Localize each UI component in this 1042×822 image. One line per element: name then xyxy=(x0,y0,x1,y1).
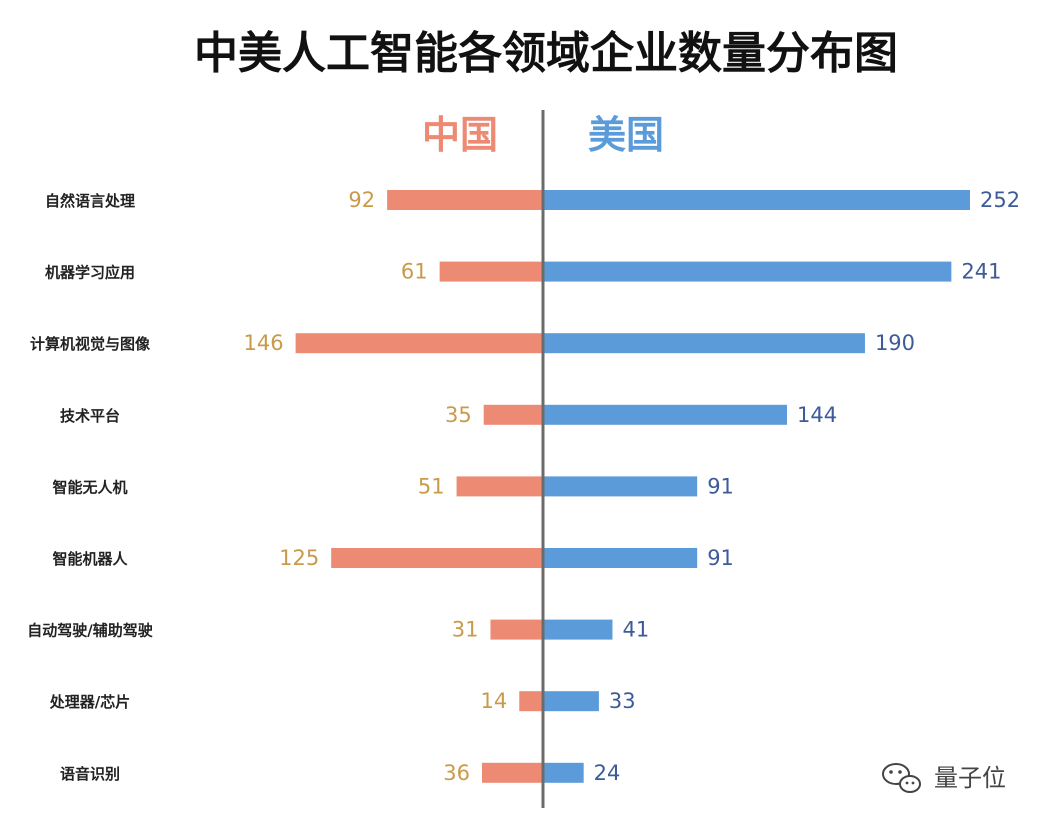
value-label-us: 24 xyxy=(594,761,621,785)
bars-group: 自然语言处理 92 252 机器学习应用 61 241 计算机视觉与图像 146 190 技术平台… xyxy=(27,188,1020,785)
bar-us xyxy=(543,190,970,210)
category-label: 处理器/芯片 xyxy=(49,693,130,711)
value-label-us: 91 xyxy=(707,546,734,570)
legend-china: 中国 xyxy=(422,113,498,157)
legend-us: 美国 xyxy=(588,113,664,157)
value-label-china: 14 xyxy=(481,689,508,713)
bar-china xyxy=(482,762,543,783)
bar-us xyxy=(543,691,599,712)
wechat-icon xyxy=(882,763,921,793)
bar-us xyxy=(543,333,865,354)
category-label: 机器学习应用 xyxy=(45,264,135,282)
value-label-us: 190 xyxy=(875,331,915,355)
category-label: 智能机器人 xyxy=(52,550,128,568)
value-label-china: 35 xyxy=(445,403,472,427)
category-label: 自然语言处理 xyxy=(45,192,135,210)
bar-china xyxy=(519,691,543,712)
bar-us xyxy=(543,404,787,425)
value-label-china: 61 xyxy=(401,260,428,284)
bar-china xyxy=(439,261,543,282)
category-label: 智能无人机 xyxy=(52,478,127,496)
bar-us xyxy=(543,762,584,783)
value-label-china: 31 xyxy=(452,618,479,642)
value-label-us: 33 xyxy=(609,689,636,713)
bar-china xyxy=(483,404,543,425)
category-label: 自动驾驶/辅助驾驶 xyxy=(27,622,152,640)
value-label-us: 41 xyxy=(622,618,649,642)
value-label-china: 92 xyxy=(348,188,375,212)
value-label-china: 125 xyxy=(279,546,319,570)
bar-us xyxy=(543,548,698,568)
value-label-us: 91 xyxy=(707,474,734,498)
bar-china xyxy=(331,548,543,568)
bar-china xyxy=(387,190,543,210)
value-label-us: 144 xyxy=(797,403,837,427)
bar-china xyxy=(456,476,543,497)
watermark: 量子位 xyxy=(882,763,1006,793)
bar-china xyxy=(490,619,543,640)
bar-us xyxy=(543,476,698,497)
value-label-china: 36 xyxy=(443,761,470,785)
value-label-us: 252 xyxy=(980,188,1020,212)
bar-us xyxy=(543,619,613,640)
bar-us xyxy=(543,261,952,282)
bar-china xyxy=(295,333,543,354)
category-label: 语音识别 xyxy=(60,765,120,783)
category-label: 技术平台 xyxy=(60,407,120,425)
watermark-text: 量子位 xyxy=(934,764,1006,792)
value-label-china: 146 xyxy=(244,331,284,355)
chart-title: 中美人工智能各领域企业数量分布图 xyxy=(194,28,898,79)
category-label: 计算机视觉与图像 xyxy=(30,335,151,353)
value-label-china: 51 xyxy=(418,474,445,498)
value-label-us: 241 xyxy=(961,260,1001,284)
